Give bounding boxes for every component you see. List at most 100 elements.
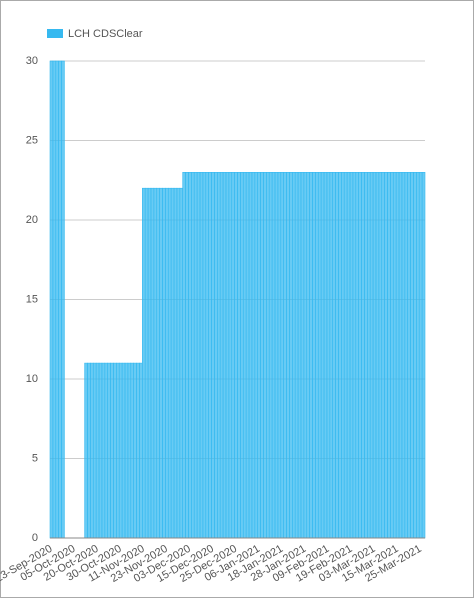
bar (352, 172, 357, 539)
bar (297, 172, 302, 539)
bar (361, 172, 365, 539)
bar (312, 172, 316, 539)
bar (127, 362, 132, 539)
bar (248, 172, 253, 539)
y-tick-label: 0 (32, 532, 38, 544)
bar (208, 172, 212, 539)
bar (268, 172, 273, 539)
bar (176, 187, 181, 539)
bar (116, 362, 120, 539)
bar (300, 172, 305, 539)
bar (390, 172, 394, 539)
legend-swatch (47, 29, 63, 38)
bar (193, 172, 198, 539)
bar (214, 172, 218, 539)
bar (418, 172, 423, 539)
bar (326, 172, 331, 539)
bar (118, 362, 123, 539)
bar (153, 187, 158, 539)
bar (367, 172, 371, 539)
bar (90, 362, 94, 539)
bar (182, 172, 186, 539)
bar (234, 172, 238, 539)
bar (251, 172, 256, 539)
y-tick-label: 25 (26, 134, 38, 146)
bar (395, 172, 400, 539)
bar (167, 187, 172, 539)
bar (384, 172, 388, 539)
bar (283, 172, 287, 539)
bar (416, 172, 420, 539)
bar (133, 362, 137, 539)
y-tick-label: 15 (26, 293, 38, 305)
bar (107, 362, 111, 539)
bar (188, 172, 192, 539)
bar (410, 172, 414, 539)
bar (341, 172, 345, 539)
bar (124, 362, 129, 539)
bar (196, 172, 201, 539)
bar (211, 172, 215, 539)
bar (104, 362, 108, 539)
bar (364, 172, 368, 539)
bar (343, 172, 348, 539)
bar (156, 187, 160, 539)
bar (231, 172, 235, 539)
bar (317, 172, 322, 539)
bar (355, 172, 359, 539)
bar (95, 362, 100, 539)
bar (240, 172, 244, 539)
bar (387, 172, 391, 539)
bar (92, 362, 97, 539)
bar (349, 172, 354, 539)
bar (329, 172, 333, 539)
y-tick-label: 20 (26, 214, 38, 226)
bar (165, 187, 169, 539)
y-tick-label: 10 (26, 373, 38, 385)
bar (121, 362, 126, 539)
bar (421, 172, 426, 539)
bar (372, 172, 377, 539)
bar (245, 172, 250, 539)
bar (98, 362, 103, 539)
bar (242, 172, 247, 539)
bar (392, 172, 397, 539)
bar (225, 172, 230, 539)
bar (346, 172, 351, 539)
bar (303, 172, 308, 539)
bar (61, 60, 65, 539)
bar (292, 172, 296, 539)
bar (228, 172, 233, 539)
bar (110, 362, 114, 539)
bar (320, 172, 325, 539)
bar (173, 187, 178, 539)
bar (289, 172, 293, 539)
bar (219, 172, 224, 539)
bar (398, 172, 403, 539)
bar (271, 172, 276, 539)
bar (274, 172, 279, 539)
bar (260, 172, 264, 539)
bar (407, 172, 411, 539)
bar (413, 172, 417, 539)
legend-label: LCH CDSClear (68, 28, 143, 40)
bar (237, 172, 241, 539)
bar (130, 362, 134, 539)
bar (263, 172, 267, 539)
bar (150, 187, 155, 539)
bar (277, 172, 282, 539)
bar (369, 172, 374, 539)
bar (306, 172, 310, 539)
bar (101, 362, 106, 539)
bar (170, 187, 175, 539)
bar (338, 172, 342, 539)
bar (58, 60, 62, 539)
bar (309, 172, 313, 539)
bar (202, 172, 207, 539)
bar (142, 187, 146, 539)
bar (84, 362, 88, 539)
bar (280, 172, 284, 539)
bar (87, 362, 91, 539)
